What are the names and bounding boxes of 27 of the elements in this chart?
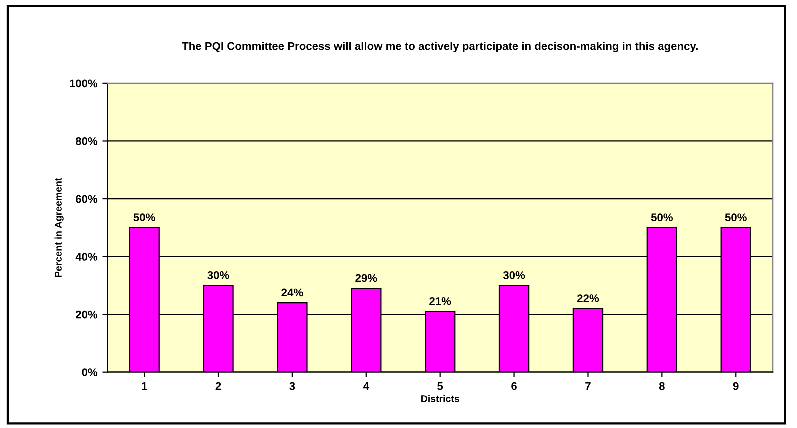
- data-label: 24%: [282, 288, 304, 297]
- y-tick-label: 80%: [76, 138, 98, 146]
- data-label: 50%: [134, 214, 156, 222]
- x-tick-label: 3: [290, 382, 296, 390]
- chart-title: The PQI Committee Process will allow me to actively participate in decison-making in this agency.: [182, 42, 698, 52]
- y-tick-label: 0%: [82, 368, 98, 376]
- x-tick-label: 1: [142, 382, 148, 390]
- x-tick-label: 6: [512, 382, 517, 390]
- y-tick-label: 60%: [76, 195, 98, 204]
- y-axis-title: Percent in Agreement: [54, 178, 64, 278]
- y-tick-label: 20%: [76, 310, 98, 319]
- x-axis-title: Districts: [422, 395, 460, 402]
- x-tick-label: 9: [733, 382, 739, 390]
- data-label: 50%: [725, 214, 747, 222]
- x-tick-label: 5: [438, 382, 444, 390]
- data-label: 30%: [503, 271, 526, 280]
- y-tick-label: 40%: [76, 253, 98, 261]
- data-label: 30%: [208, 271, 230, 280]
- x-tick-label: 7: [586, 382, 591, 390]
- data-label: 22%: [577, 294, 600, 302]
- x-tick-label: 4: [363, 382, 370, 390]
- data-label: 50%: [651, 214, 673, 222]
- data-label: 29%: [356, 274, 378, 282]
- y-tick-label: 100%: [70, 80, 98, 88]
- x-tick-label: 8: [659, 382, 665, 390]
- data-label: 21%: [430, 297, 452, 306]
- x-tick-label: 2: [216, 382, 222, 390]
